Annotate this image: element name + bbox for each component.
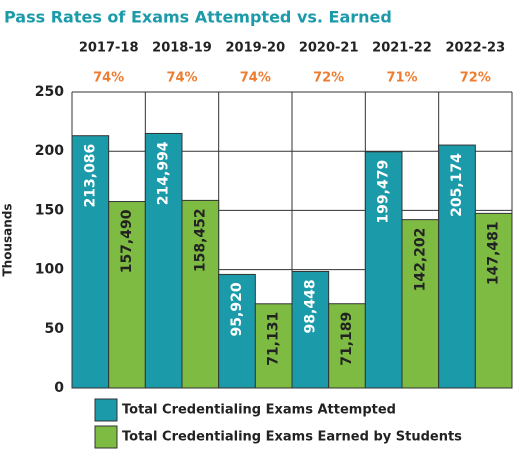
bar xyxy=(254,303,293,389)
pass-rate-label: 74% xyxy=(166,71,197,86)
legend-label: Total Credentialing Exams Earned by Stud… xyxy=(122,430,462,445)
value-label: 213,086 xyxy=(82,144,98,208)
value-label: 142,202 xyxy=(412,228,428,292)
value-label: 205,174 xyxy=(449,153,465,217)
category-label: 2022-23 xyxy=(445,41,505,56)
bar xyxy=(328,303,366,389)
y-tick-label: 100 xyxy=(35,262,64,278)
pass-rate-label: 74% xyxy=(93,71,124,86)
value-label: 98,448 xyxy=(302,279,318,333)
bar xyxy=(438,144,476,389)
value-label: 199,479 xyxy=(376,160,392,224)
pass-rate-label: 71% xyxy=(386,71,417,86)
category-label: 2018-19 xyxy=(152,41,212,56)
y-tick-label: 150 xyxy=(35,202,64,218)
chart-title: Pass Rates of Exams Attempted vs. Earned xyxy=(4,8,392,27)
value-label: 157,490 xyxy=(119,209,135,273)
value-label: 71,189 xyxy=(339,312,355,366)
y-axis-label: Thousands xyxy=(1,203,15,276)
value-label: 147,481 xyxy=(486,221,502,285)
bar xyxy=(291,270,330,389)
bar xyxy=(144,132,183,389)
y-tick-label: 50 xyxy=(45,321,65,337)
bar xyxy=(474,212,513,389)
value-label: 71,131 xyxy=(266,312,282,366)
value-label: 95,920 xyxy=(229,282,245,336)
y-tick-label: 200 xyxy=(35,143,64,159)
value-label: 214,994 xyxy=(156,141,172,205)
bar xyxy=(364,151,403,389)
legend-swatch xyxy=(94,398,118,422)
pass-rate-label: 72% xyxy=(313,71,344,86)
y-tick-label: 0 xyxy=(54,380,64,396)
y-tick-label: 250 xyxy=(35,84,64,100)
bar xyxy=(401,219,440,389)
legend-label: Total Credentialing Exams Attempted xyxy=(122,403,396,418)
pass-rate-label: 72% xyxy=(460,71,491,86)
pass-rate-label: 74% xyxy=(240,71,271,86)
value-label: 158,452 xyxy=(192,208,208,272)
category-label: 2021-22 xyxy=(372,41,432,56)
legend-swatch xyxy=(94,425,118,449)
category-label: 2017-18 xyxy=(79,41,139,56)
category-label: 2020-21 xyxy=(299,41,359,56)
category-label: 2019-20 xyxy=(225,41,285,56)
